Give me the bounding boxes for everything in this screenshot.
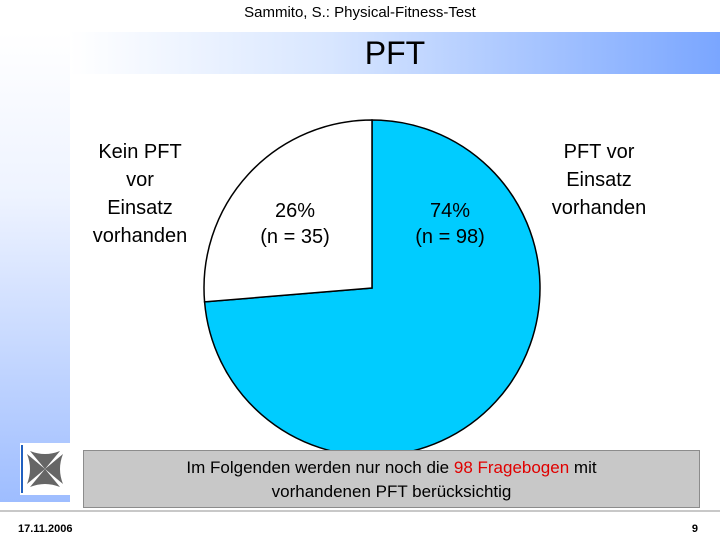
note-text: mit — [569, 458, 597, 477]
category-label-no-pft-line: vor — [126, 169, 154, 191]
slide-header: Sammito, S.: Physical-Fitness-Test — [244, 4, 476, 21]
category-label-pft: PFT vor Einsatz vorhanden — [530, 138, 668, 222]
slice-percent-label: 74% — [429, 200, 471, 222]
note-line-1: Im Folgenden werden nur noch die 98 Frag… — [84, 456, 699, 480]
note-text: Im Folgenden werden nur noch die — [186, 458, 454, 477]
slice-percent-label: 26% — [274, 200, 316, 222]
category-label-no-pft-line: vorhanden — [92, 225, 188, 247]
left-decor-strip — [0, 32, 70, 502]
note-line-2: vorhandenen PFT berücksichtig — [271, 482, 512, 501]
bundeswehr-logo — [20, 443, 70, 495]
category-label-no-pft: Kein PFT vor Einsatz vorhanden — [70, 138, 210, 250]
category-label-pft-line: vorhanden — [551, 197, 647, 219]
note-highlight: 98 Fragebogen — [453, 458, 570, 477]
note-box: Im Folgenden werden nur noch die 98 Frag… — [83, 450, 700, 508]
footer-date: 17.11.2006 — [18, 523, 73, 535]
category-label-no-pft-line: Kein PFT — [98, 141, 182, 163]
slide-title: PFT — [364, 35, 426, 71]
category-label-pft-line: Einsatz — [566, 169, 632, 191]
category-label-no-pft-line: Einsatz — [107, 197, 173, 219]
page-number: 9 — [691, 523, 698, 535]
slice-count-label: (n = 98) — [415, 226, 485, 248]
title-band — [70, 32, 720, 74]
slice-label-no-pft: 26% (n = 35) — [240, 198, 350, 250]
slice-count-label: (n = 35) — [260, 226, 330, 248]
slice-label-pft: 74% (n = 98) — [395, 198, 505, 250]
footer-divider — [0, 510, 720, 512]
pie-slice-no-pft — [203, 119, 373, 303]
iron-cross-icon — [20, 443, 70, 495]
category-label-pft-line: PFT vor — [563, 141, 635, 163]
